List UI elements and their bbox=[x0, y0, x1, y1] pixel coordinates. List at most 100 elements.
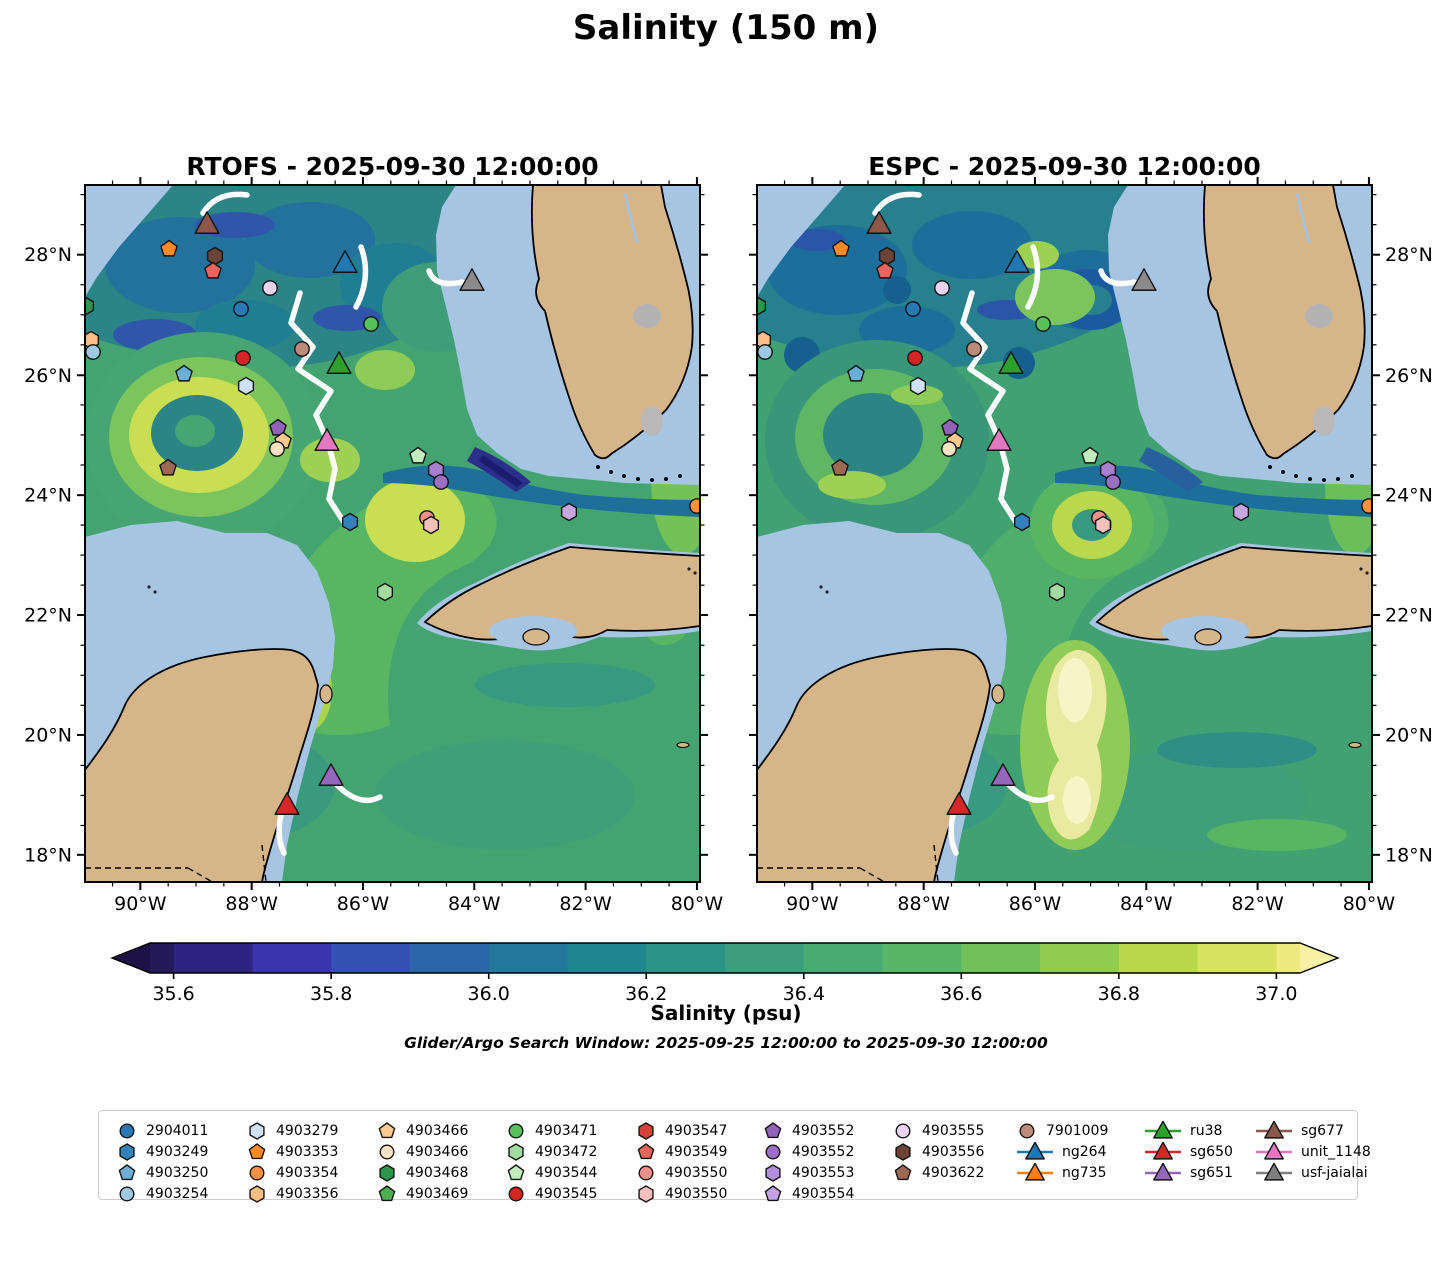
glider-track bbox=[948, 812, 959, 856]
legend-entry-4903549: 4903549 bbox=[634, 1142, 727, 1162]
marker-4903550 bbox=[638, 1165, 654, 1181]
hexagon-icon bbox=[765, 1164, 781, 1182]
espc-map-svg: 90°W 88°W 86°W 84°W 82°W 80°W 28°N 26°N 24°N 22°N… bbox=[749, 177, 1433, 915]
pentagon-icon bbox=[378, 1185, 396, 1202]
legend-label: 7901009 bbox=[1046, 1123, 1109, 1139]
glider-track bbox=[1025, 244, 1041, 310]
marker-sg650 bbox=[1153, 1142, 1173, 1160]
circle-icon bbox=[508, 1123, 524, 1139]
marker-4903555 bbox=[895, 1123, 911, 1139]
marker-4903552 bbox=[764, 1122, 782, 1139]
observation-markers bbox=[757, 211, 1372, 815]
hexagon-icon bbox=[638, 1185, 654, 1203]
legend-entry-4903472: 4903472 bbox=[504, 1142, 597, 1162]
colorbar-tick-label: 37.0 bbox=[1255, 983, 1297, 1005]
triangle-icon bbox=[1256, 1121, 1292, 1139]
legend-label: 4903356 bbox=[276, 1186, 339, 1202]
hexagon-icon bbox=[119, 1143, 135, 1161]
land-yucatan bbox=[757, 648, 991, 882]
marker-unit_1148 bbox=[986, 428, 1012, 451]
hexagon-icon bbox=[895, 1143, 911, 1161]
land-florida bbox=[530, 185, 694, 460]
marker-usf-jaialai bbox=[1264, 1163, 1284, 1181]
legend-label: 4903249 bbox=[146, 1144, 209, 1160]
marker-4903556 bbox=[206, 246, 224, 266]
lat-tick-label: 22°N bbox=[24, 605, 72, 627]
legend-entry-sg650: sg650 bbox=[1143, 1142, 1233, 1162]
glider-track bbox=[426, 268, 465, 287]
legend-entry-4903468: 4903468 bbox=[375, 1163, 468, 1183]
legend-entry-4903356: 4903356 bbox=[245, 1184, 338, 1204]
legend-label: 4903544 bbox=[535, 1165, 598, 1181]
legend-entry-4903466: 4903466 bbox=[375, 1142, 468, 1162]
circle-icon bbox=[119, 1123, 135, 1139]
marker-4903544 bbox=[409, 446, 427, 464]
salinity-field bbox=[85, 185, 700, 882]
colorbar-tick-label: 36.4 bbox=[783, 983, 825, 1005]
lon-tick-label: 80°W bbox=[1343, 893, 1396, 915]
legend-entry-4903550: 4903550 bbox=[634, 1184, 727, 1204]
marker-4903552 bbox=[433, 474, 449, 490]
glider-track bbox=[872, 191, 922, 216]
marker-4903544 bbox=[1081, 446, 1099, 464]
legend-entry-2904011: 2904011 bbox=[115, 1121, 208, 1141]
marker-4903554 bbox=[560, 502, 578, 522]
legend-label: 4903354 bbox=[276, 1165, 339, 1181]
colorbar-tick-label: 35.8 bbox=[310, 983, 352, 1005]
marker-4903279 bbox=[237, 376, 255, 396]
marker-2904011 bbox=[119, 1123, 135, 1139]
pentagon-icon bbox=[378, 1122, 396, 1139]
triangle-icon bbox=[1145, 1163, 1181, 1181]
lon-tick-label: 84°W bbox=[1120, 893, 1173, 915]
legend-entry-4903550: 4903550 bbox=[634, 1163, 727, 1183]
marker-4903353 bbox=[832, 239, 850, 257]
marker-4903250 bbox=[118, 1164, 136, 1181]
legend-entry-ng735: ng735 bbox=[1015, 1163, 1106, 1183]
marker-4903549 bbox=[204, 261, 222, 279]
rtofs-map-svg: 90°W 88°W 86°W 84°W 82°W 80°W 28°N 26°N 24°N 22°N… bbox=[24, 177, 723, 915]
legend-label: 4903553 bbox=[792, 1165, 855, 1181]
glider-track bbox=[332, 780, 383, 803]
lat-tick-label: 28°N bbox=[24, 244, 72, 266]
marker-4903249 bbox=[341, 512, 359, 532]
legend-label: 4903472 bbox=[535, 1144, 598, 1160]
legend-label: 4903353 bbox=[276, 1144, 339, 1160]
colorbar-svg: 35.6 35.8 36.0 36.2 36.4 36.6 36.8 37.0 bbox=[110, 942, 1340, 1005]
marker-sg651 bbox=[1153, 1163, 1173, 1181]
marker-4903552 bbox=[941, 418, 959, 436]
hexagon-icon bbox=[638, 1122, 654, 1140]
pentagon-icon bbox=[894, 1164, 912, 1181]
marker-4903550 bbox=[1094, 515, 1112, 535]
legend-label: 4903554 bbox=[792, 1186, 855, 1202]
marker-4903472 bbox=[1048, 582, 1066, 602]
search-window-subtitle: Glider/Argo Search Window: 2025-09-25 12… bbox=[404, 1034, 1048, 1052]
colorbar-tick-label: 35.6 bbox=[152, 983, 194, 1005]
glider-track bbox=[276, 812, 287, 856]
legend-label: 4903468 bbox=[406, 1165, 469, 1181]
marker-4903554 bbox=[764, 1185, 782, 1202]
lat-tick-label: 26°N bbox=[1385, 365, 1433, 387]
legend-label: 4903254 bbox=[146, 1186, 209, 1202]
marker-4903545 bbox=[508, 1186, 524, 1202]
marker-4903249 bbox=[119, 1143, 135, 1161]
hexagon-icon bbox=[379, 1164, 395, 1182]
marker-ng264 bbox=[1025, 1142, 1045, 1160]
marker-4903250 bbox=[847, 364, 865, 382]
circle-icon bbox=[1019, 1123, 1035, 1139]
legend-label: sg677 bbox=[1301, 1123, 1344, 1139]
triangle-icon bbox=[1145, 1142, 1181, 1160]
legend-label: 4903545 bbox=[535, 1186, 598, 1202]
glider-track bbox=[288, 290, 350, 530]
land-yucatan bbox=[85, 648, 319, 882]
legend-entry-4903554: 4903554 bbox=[761, 1184, 854, 1204]
marker-4903354 bbox=[1361, 498, 1372, 514]
lat-tick-label: 26°N bbox=[24, 365, 72, 387]
legend-label: 4903466 bbox=[406, 1144, 469, 1160]
marker-4903552 bbox=[269, 418, 287, 436]
pentagon-icon bbox=[764, 1122, 782, 1139]
legend-entry-4903553: 4903553 bbox=[761, 1163, 854, 1183]
marker-ng264 bbox=[1004, 250, 1030, 273]
panel-title-rtofs: RTOFS - 2025-09-30 12:00:00 bbox=[186, 152, 599, 181]
colorbar-tick-label: 36.2 bbox=[625, 983, 667, 1005]
